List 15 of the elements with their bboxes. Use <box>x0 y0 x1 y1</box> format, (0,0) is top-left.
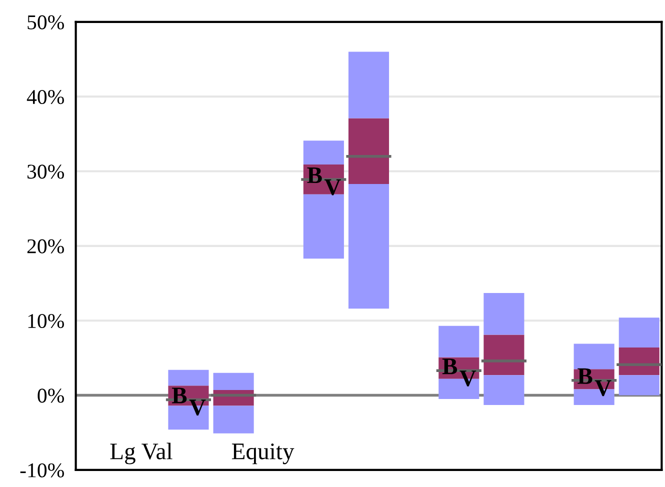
y-tick-label: -10% <box>20 463 64 478</box>
annotation: B <box>307 167 322 183</box>
annotation: B <box>172 388 187 404</box>
y-tick-label: 20% <box>27 239 64 254</box>
y-tick-label: 30% <box>28 164 64 179</box>
y-tick-label: 50% <box>28 15 64 30</box>
annotation: V <box>324 179 341 196</box>
y-tick-label: 10% <box>28 314 64 328</box>
annotation: B <box>578 368 592 384</box>
y-tick-label: 40% <box>26 90 64 104</box>
y-tick-label: 0% <box>38 388 64 403</box>
annotation: Equity <box>232 444 294 464</box>
annotation: B <box>442 358 458 374</box>
annotation: V <box>460 370 476 386</box>
annotation: Lg Val <box>110 442 172 464</box>
